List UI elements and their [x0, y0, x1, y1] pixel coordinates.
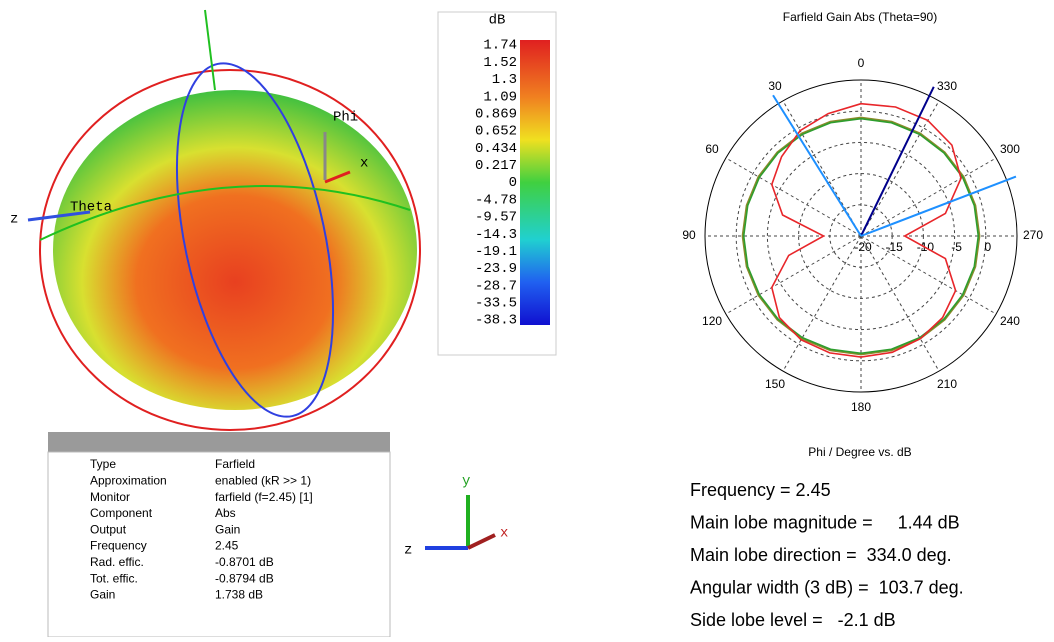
info-key: Approximation — [90, 473, 167, 487]
info-value: -0.8794 dB — [215, 571, 274, 585]
colorbar-tick: 0 — [509, 175, 517, 191]
info-header — [48, 432, 390, 452]
axis — [205, 10, 215, 90]
colorbar-tick: 1.09 — [483, 89, 517, 105]
result-line: Angular width (3 dB) = 103.7 deg. — [690, 577, 964, 597]
grid-spoke — [783, 236, 861, 371]
direction-line — [773, 95, 861, 236]
angle-label: 330 — [937, 79, 957, 93]
info-value: Gain — [215, 522, 240, 536]
colorbar-tick: 1.3 — [492, 72, 517, 88]
label: Theta — [70, 200, 112, 216]
info-value: -0.8701 dB — [215, 555, 274, 569]
colorbar-tick: -23.9 — [475, 261, 517, 277]
angle-label: 60 — [705, 142, 719, 156]
colorbar-tick: 0.869 — [475, 106, 517, 122]
grid-spoke — [861, 101, 939, 236]
r-tick-label: -5 — [951, 240, 962, 254]
label: z — [404, 543, 412, 559]
direction-line — [861, 177, 1016, 236]
info-key: Tot. effic. — [90, 571, 138, 585]
label: y — [462, 474, 470, 490]
angle-label: 150 — [765, 377, 785, 391]
angle-label: 180 — [851, 400, 871, 414]
info-value: farfield (f=2.45) [1] — [215, 490, 313, 504]
colorbar-tick: 0.434 — [475, 141, 517, 157]
label: x — [500, 526, 508, 542]
angle-label: 240 — [1000, 314, 1020, 328]
axes-triad: y x z — [404, 474, 508, 559]
info-value: Abs — [215, 506, 236, 520]
angle-label: 0 — [858, 56, 865, 70]
angle-label: 300 — [1000, 142, 1020, 156]
info-key: Rad. effic. — [90, 555, 144, 569]
farfield-body — [53, 90, 417, 410]
direction-line — [861, 87, 934, 236]
angle-label: 210 — [937, 377, 957, 391]
result-line: Main lobe magnitude = 1.44 dB — [690, 512, 960, 532]
axis-label: Phi / Degree vs. dB — [808, 445, 911, 459]
info-key: Component — [90, 506, 153, 520]
view-3d: Phi x z Theta — [10, 10, 420, 431]
label: Phi — [333, 110, 358, 126]
info-key: Type — [90, 457, 116, 471]
grid-spoke — [861, 158, 996, 236]
colorbar-tick: 0.652 — [475, 124, 517, 140]
angle-label: 90 — [682, 228, 696, 242]
colorbar-tick: -19.1 — [475, 244, 517, 260]
angle-label: 30 — [768, 79, 782, 93]
result-line: Side lobe level = -2.1 dB — [690, 610, 896, 630]
label: z — [10, 212, 18, 228]
colorbar-tick: -38.3 — [475, 313, 517, 329]
info-value: 1.738 dB — [215, 588, 263, 602]
result-line: Main lobe direction = 334.0 deg. — [690, 545, 952, 565]
colorbar — [520, 40, 550, 325]
angle-label: 120 — [702, 314, 722, 328]
r-tick-label: 0 — [984, 240, 991, 254]
info-key: Monitor — [90, 490, 130, 504]
screen: Phi x z Theta dB y x z Farfield Gain Abs… — [0, 0, 1054, 637]
info-key: Gain — [90, 588, 115, 602]
info-value: enabled (kR >> 1) — [215, 473, 311, 487]
colorbar-tick: 0.217 — [475, 158, 517, 174]
colorbar-tick: -4.78 — [475, 192, 517, 208]
result-line: Frequency = 2.45 — [690, 480, 831, 500]
colorbar-tick: -9.57 — [475, 210, 517, 226]
colorbar-unit: dB — [489, 13, 506, 29]
label: x — [360, 156, 368, 172]
colorbar-tick: 1.52 — [483, 55, 517, 71]
info-key: Frequency — [90, 539, 147, 553]
colorbar-tick: -14.3 — [475, 227, 517, 243]
angle-label: 270 — [1023, 228, 1043, 242]
colorbar-tick: -28.7 — [475, 278, 517, 294]
info-key: Output — [90, 522, 127, 536]
grid-spoke — [726, 236, 861, 314]
colorbar-tick: -33.5 — [475, 296, 517, 312]
page: Phi x z Theta dB y x z Farfield Gain Abs… — [0, 0, 1054, 637]
polar-curve — [772, 104, 961, 357]
info-value: Farfield — [215, 457, 255, 471]
colorbar-tick: 1.74 — [483, 38, 517, 54]
info-value: 2.45 — [215, 539, 239, 553]
grid-spoke — [861, 236, 939, 371]
chart-title: Farfield Gain Abs (Theta=90) — [783, 10, 937, 24]
grid-spoke — [726, 158, 861, 236]
